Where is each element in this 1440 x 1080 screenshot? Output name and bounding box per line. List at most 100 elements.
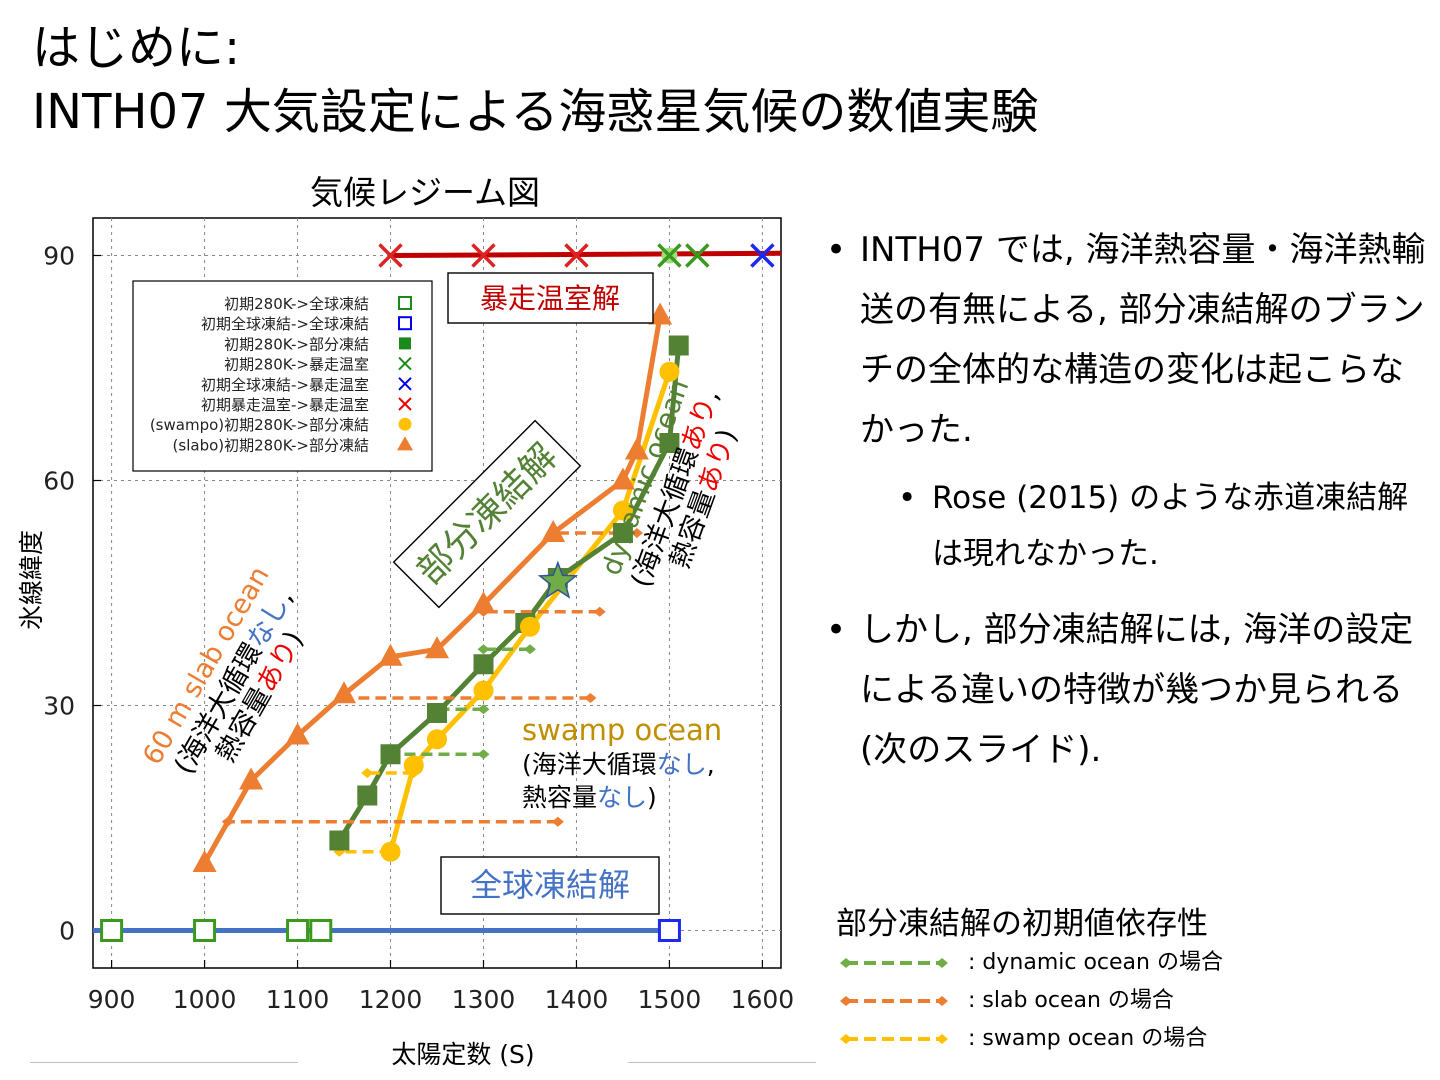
slab-arrow-head bbox=[221, 816, 234, 827]
open-square-marker bbox=[100, 919, 124, 942]
swamp-marker bbox=[612, 500, 633, 521]
swamp-marker bbox=[403, 755, 424, 776]
legend-entry-label: 初期280K->部分凍結 bbox=[224, 335, 369, 353]
legend2-label-slab: : slab ocean の場合 bbox=[968, 988, 1174, 1013]
x-tick-label: 1000 bbox=[173, 985, 237, 1014]
x-tick-label: 1200 bbox=[359, 985, 423, 1014]
dynamic-arrow-tail bbox=[523, 644, 536, 655]
x-tick-label: 1600 bbox=[731, 985, 795, 1014]
swamp-label-line1: swamp ocean bbox=[522, 713, 722, 747]
legend-entry-label: (slabo)初期280K->部分凍結 bbox=[173, 436, 369, 454]
y-tick-label: 60 bbox=[43, 467, 75, 496]
slab-marker bbox=[471, 591, 496, 614]
y-tick-label: 30 bbox=[43, 692, 75, 721]
dynamic-arrow-head bbox=[477, 644, 490, 655]
dynamic-curve bbox=[336, 343, 682, 843]
legend2-row-dynamic: : dynamic ocean の場合 bbox=[836, 944, 1223, 982]
swamp-arrow-head bbox=[361, 768, 374, 778]
dynamic-marker bbox=[357, 785, 378, 806]
legend2-row-slab: : slab ocean の場合 bbox=[836, 982, 1223, 1020]
x-tick-label: 900 bbox=[88, 985, 136, 1014]
chart-legend: 初期280K->全球凍結初期全球凍結->全球凍結初期280K->部分凍結初期28… bbox=[132, 280, 433, 472]
dynamic-arrow-tail bbox=[477, 704, 490, 715]
bullet-2: しかし, 部分凍結解には, 海洋の設定による違いの特徴が幾つか見られる (次のス… bbox=[820, 600, 1430, 780]
slab-marker bbox=[624, 437, 649, 460]
open-square-marker bbox=[193, 919, 217, 942]
legend-circle bbox=[398, 417, 412, 431]
dynamic-arrow-icon bbox=[840, 958, 948, 968]
legend-entry-label: (swampo)初期280K->部分凍結 bbox=[150, 416, 369, 434]
x-marker bbox=[564, 243, 589, 268]
legend-open-square bbox=[398, 316, 412, 331]
swamp-arrow-icon bbox=[840, 1034, 948, 1044]
slab-arrow-tail bbox=[551, 816, 564, 827]
open-square-marker bbox=[286, 919, 310, 942]
legend-entry-label: 初期全球凍結->暴走温室 bbox=[201, 376, 369, 394]
legend-x bbox=[398, 356, 412, 371]
dynamic-marker bbox=[668, 335, 689, 356]
y-axis-label: 氷線緯度 bbox=[17, 530, 46, 630]
sub-bullet-1: Rose (2015) のような赤道凍結解は現れなかった. bbox=[820, 470, 1430, 582]
x-tick-label: 1300 bbox=[452, 985, 516, 1014]
dynamic-marker bbox=[329, 830, 350, 851]
legend-x bbox=[398, 377, 412, 391]
slab-marker bbox=[610, 467, 635, 490]
legend-open-square bbox=[398, 296, 412, 310]
x-tick-label: 1100 bbox=[266, 985, 330, 1014]
swamp-marker bbox=[519, 616, 540, 637]
slab-arrow-icon bbox=[840, 996, 948, 1006]
bullet-1: INTH07 では, 海洋熱容量・海洋熱輸送の有無による, 部分凍結解のブランチ… bbox=[820, 220, 1430, 460]
dynamic-marker bbox=[473, 654, 494, 675]
legend-triangle bbox=[397, 436, 413, 451]
bullet-list: INTH07 では, 海洋熱容量・海洋熱輸送の有無による, 部分凍結解のブランチ… bbox=[820, 220, 1430, 780]
legend-entry-label: 初期全球凍結->全球凍結 bbox=[201, 315, 369, 333]
x-marker bbox=[378, 243, 403, 268]
slab-marker bbox=[192, 850, 217, 872]
partial-box-frame bbox=[392, 419, 582, 609]
branch-start-star bbox=[537, 560, 578, 599]
legend2-label-swamp: : swamp ocean の場合 bbox=[968, 1026, 1208, 1051]
legend-frame bbox=[132, 280, 433, 472]
slide-title-line2: INTH07 大気設定による海惑星気候の数値実験 bbox=[32, 84, 1039, 140]
x-axis-label: 太陽定数 (S) bbox=[391, 1040, 534, 1069]
slab-marker bbox=[541, 520, 566, 542]
swamp-marker bbox=[659, 361, 680, 382]
x-marker bbox=[471, 243, 496, 268]
x-tick-label: 1400 bbox=[545, 985, 609, 1014]
snowball-box-frame bbox=[440, 856, 660, 915]
slab-marker bbox=[648, 302, 673, 325]
slab-arrow-tail bbox=[593, 606, 606, 617]
legend-entry-label: 初期280K->全球凍結 bbox=[224, 295, 369, 313]
swamp-marker bbox=[380, 841, 401, 862]
slab-marker bbox=[425, 636, 449, 659]
footer-line-right bbox=[628, 1062, 816, 1063]
legend-entry-label: 初期暴走温室->暴走温室 bbox=[201, 396, 369, 414]
initial-value-legend: 部分凍結解の初期値依存性 : dynamic ocean の場合 : slab … bbox=[836, 904, 1223, 1058]
x-tick-label: 1500 bbox=[638, 985, 702, 1014]
dynamic-marker bbox=[427, 703, 447, 723]
legend2-title: 部分凍結解の初期値依存性 bbox=[836, 906, 1208, 942]
slab-marker bbox=[378, 643, 403, 666]
open-square-marker bbox=[657, 919, 681, 942]
dynamic-marker bbox=[612, 523, 633, 543]
legend-filled-square bbox=[399, 337, 411, 350]
axis-ticks: 900 1000 1100 1200 1300 1400 1500 1600 0 30 60 90 bbox=[43, 242, 794, 1015]
regime-chart: 気候レジーム図 900 1000 1100 1200 1300 1400 1500 1600 0… bbox=[17, 173, 794, 1069]
swamp-marker bbox=[427, 729, 447, 750]
footer-line-left bbox=[30, 1062, 298, 1063]
dynamic-marker bbox=[659, 433, 680, 453]
legend-entry-label: 初期280K->暴走温室 bbox=[224, 356, 369, 374]
dynamic-arrow-tail bbox=[477, 749, 490, 760]
slab-marker bbox=[332, 681, 357, 704]
data-markers bbox=[100, 243, 775, 942]
x-marker bbox=[685, 243, 710, 268]
swamp-label-line3: 熱容量なし) bbox=[522, 783, 657, 812]
open-square-marker bbox=[309, 919, 333, 942]
swamp-marker bbox=[473, 680, 494, 701]
slab-marker bbox=[239, 767, 264, 790]
slab-arrow-tail bbox=[630, 528, 643, 538]
slab-arrow-tail bbox=[584, 693, 597, 703]
slab-marker bbox=[285, 722, 310, 745]
y-tick-label: 90 bbox=[43, 242, 75, 271]
swamp-ocean-label: swamp ocean (海洋大循環なし, 熱容量なし) bbox=[522, 713, 722, 812]
